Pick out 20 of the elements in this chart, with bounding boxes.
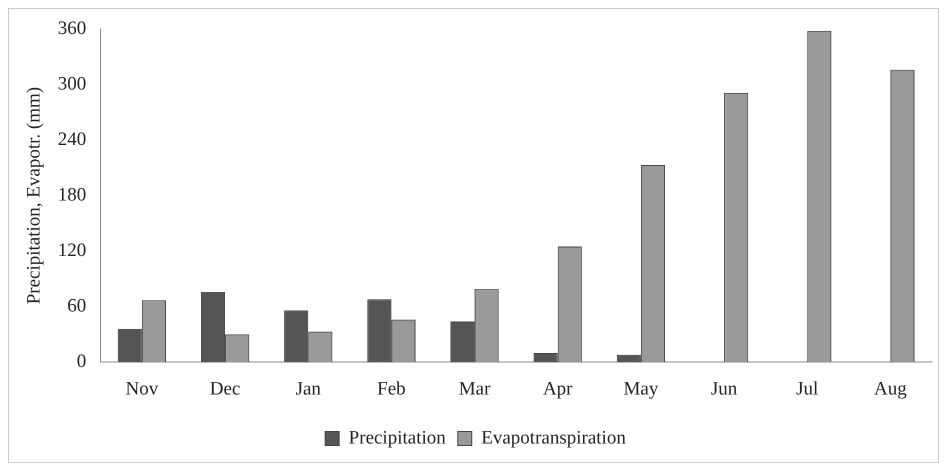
y-axis-title: Precipitation, Evapotr. (mm) (23, 86, 44, 304)
x-tick-label: Nov (126, 378, 159, 400)
y-tick-label: 120 (58, 240, 86, 262)
y-tick-label: 240 (58, 129, 86, 150)
y-tick-label: 300 (58, 74, 86, 95)
x-tick-label: Dec (210, 378, 240, 400)
x-tick-label: Jul (796, 378, 818, 400)
x-tick-label: Mar (458, 378, 492, 400)
y-tick-label: 0 (76, 351, 86, 372)
x-tick-label: Feb (377, 378, 406, 400)
y-tick-label: 60 (67, 296, 86, 317)
x-tick-label: Aug (874, 378, 908, 400)
x-tick-label: Jan (296, 378, 322, 400)
x-tick-label: May (623, 378, 659, 400)
legend-label: Precipitation (348, 427, 446, 448)
legend-label: Evapotranspiration (481, 427, 626, 448)
y-tick-label: 360 (58, 18, 86, 39)
y-tick-label: 180 (58, 184, 86, 206)
x-tick-label: Apr (542, 378, 574, 400)
x-tick-label: Jun (710, 378, 738, 400)
